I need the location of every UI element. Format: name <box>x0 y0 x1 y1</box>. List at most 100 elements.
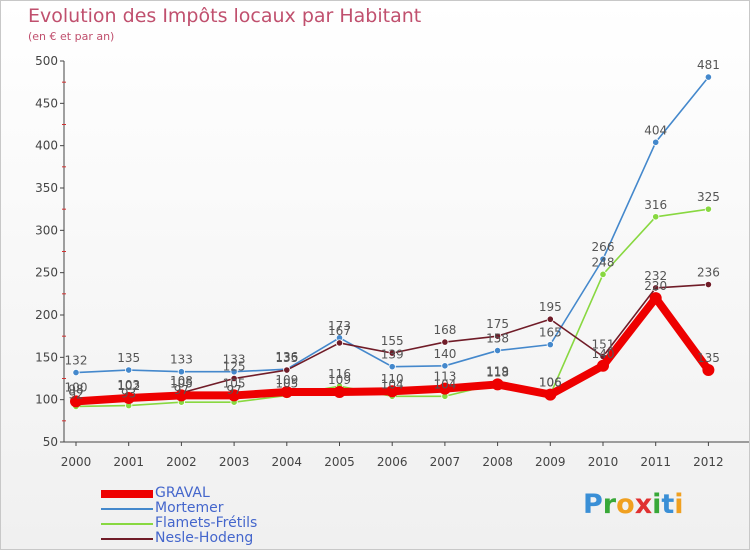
chart-title: Evolution des Impôts locaux par Habitant <box>28 5 422 27</box>
data-point <box>491 378 504 391</box>
data-label: 140 <box>433 347 456 361</box>
y-tick-label: 500 <box>35 54 58 68</box>
data-point <box>546 315 554 323</box>
data-label: 105 <box>170 376 193 390</box>
data-label: 102 <box>117 379 140 393</box>
x-tick-label: 2007 <box>430 455 461 469</box>
logo-letter: t <box>661 489 675 520</box>
data-label: 167 <box>328 324 351 338</box>
logo-letter: x <box>634 489 653 520</box>
x-tick-label: 2006 <box>377 455 408 469</box>
data-label: 93 <box>121 387 136 401</box>
data-label: 104 <box>381 377 404 391</box>
legend-item-nesle-hodeng: Nesle-Hodeng <box>101 531 257 546</box>
legend-swatch-mortemer <box>101 507 153 510</box>
data-label: 139 <box>381 348 404 362</box>
data-label: 133 <box>223 353 246 367</box>
data-label: 109 <box>328 373 351 387</box>
data-point <box>283 366 291 374</box>
data-label: 92 <box>68 387 83 401</box>
data-point <box>704 280 713 289</box>
data-label: 100 <box>65 381 88 395</box>
data-label: 103 <box>117 378 140 392</box>
data-point <box>333 386 346 399</box>
data-label: 236 <box>697 266 720 280</box>
data-label: 97 <box>174 383 189 397</box>
data-label: 132 <box>65 354 88 368</box>
data-point <box>652 213 660 221</box>
data-label: 165 <box>539 326 562 340</box>
data-point <box>388 363 396 371</box>
y-tick-label: 150 <box>35 350 58 364</box>
x-tick-label: 2005 <box>324 455 355 469</box>
data-label: 105 <box>275 376 298 390</box>
data-label: 220 <box>644 279 667 293</box>
data-point <box>441 338 449 346</box>
data-label: 155 <box>381 334 404 348</box>
data-label: 119 <box>486 365 509 379</box>
data-label: 232 <box>644 269 667 283</box>
data-label: 481 <box>697 58 720 72</box>
x-tick-label: 2004 <box>272 455 303 469</box>
data-label: 109 <box>275 373 298 387</box>
legend-label-graval: GRAVAL <box>155 485 210 501</box>
data-label: 98 <box>68 382 83 396</box>
y-tick-label: 50 <box>43 435 58 449</box>
legend-swatch-graval <box>101 489 153 498</box>
y-tick-label: 300 <box>35 223 58 237</box>
x-tick-label: 2000 <box>61 455 92 469</box>
data-label: 116 <box>328 367 351 381</box>
series-line-mortemer <box>75 76 710 374</box>
data-label: 140 <box>592 347 615 361</box>
data-label: 113 <box>433 370 456 384</box>
data-label: 404 <box>644 123 667 137</box>
data-point <box>704 73 713 81</box>
legend-swatch-flamets-fretils <box>101 522 153 525</box>
y-tick-label: 250 <box>35 266 58 280</box>
data-point <box>649 292 662 305</box>
y-tick-label: 350 <box>35 181 58 195</box>
data-label: 135 <box>117 351 140 365</box>
data-point <box>652 138 660 146</box>
data-point <box>72 368 80 377</box>
logo-letter: i <box>674 489 684 520</box>
logo-letter: r <box>602 489 617 520</box>
x-tick-label: 2008 <box>482 455 513 469</box>
data-point <box>70 395 82 408</box>
logo-letter: o <box>616 489 635 520</box>
y-tick-label: 400 <box>35 139 58 153</box>
data-point <box>546 341 554 349</box>
legend-swatch-nesle-hodeng <box>101 537 153 540</box>
data-point <box>386 385 399 398</box>
data-point <box>175 389 188 402</box>
data-label: 325 <box>697 190 720 204</box>
data-label: 118 <box>486 365 509 379</box>
data-point <box>177 368 185 376</box>
logo-letter: i <box>652 489 662 520</box>
data-label: 173 <box>328 319 351 333</box>
x-tick-label: 2010 <box>588 455 619 469</box>
chart-subtitle: (en € et par an) <box>28 30 115 43</box>
chart-legend: GRAVAL Mortemer Flamets-Frétils Nesle-Ho… <box>101 486 257 546</box>
logo-letter: P <box>583 489 603 520</box>
data-label: 175 <box>486 317 509 331</box>
data-point <box>493 346 502 355</box>
line-chart: 50 100 150 200 250 300 350 400 450 500 2000 2001 200… <box>35 54 749 469</box>
data-label: 136 <box>275 350 298 364</box>
data-point <box>493 332 502 340</box>
data-point <box>228 389 241 402</box>
proxiti-logo: Proxiti <box>583 489 684 520</box>
data-point <box>122 391 135 404</box>
x-tick-label: 2011 <box>640 455 671 469</box>
data-point <box>388 349 396 357</box>
data-label: 106 <box>539 376 562 390</box>
y-tick-label: 450 <box>35 96 58 110</box>
data-point <box>230 374 238 383</box>
data-label: 104 <box>433 377 456 391</box>
data-point <box>599 270 607 278</box>
data-label: 108 <box>170 374 193 388</box>
data-label: 316 <box>644 198 667 212</box>
data-point <box>599 255 607 263</box>
legend-label-flamets-fretils: Flamets-Frétils <box>155 515 258 531</box>
